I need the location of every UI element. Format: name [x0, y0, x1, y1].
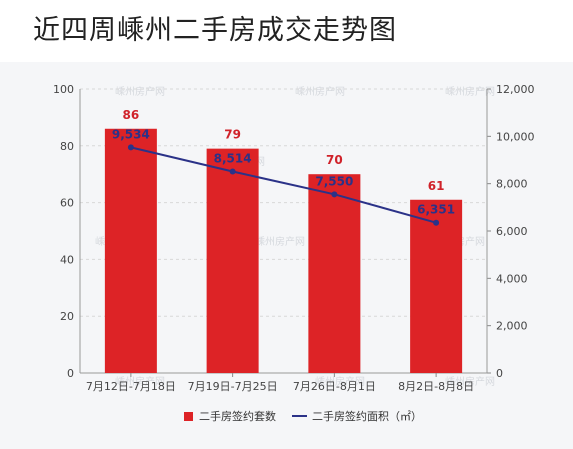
- y-left-tick-label: 60: [60, 197, 74, 210]
- legend-line-label: 二手房签约面积（㎡）: [312, 409, 422, 423]
- bar-value-label: 79: [224, 128, 241, 142]
- y-right-tick-label: 10,000: [496, 130, 535, 143]
- watermark-text: 嵊州房产网: [115, 85, 165, 98]
- chart-title: 近四周嵊州二手房成交走势图: [33, 15, 397, 46]
- line-value-label: 8,514: [214, 152, 252, 166]
- y-left-tick-label: 40: [60, 253, 74, 266]
- y-right-tick-label: 12,000: [496, 83, 535, 96]
- line-point: [331, 191, 338, 198]
- x-tick-label: 7月19日-7月25日: [188, 380, 278, 393]
- y-right-tick-label: 6,000: [496, 225, 528, 238]
- y-left-tick-label: 80: [60, 140, 74, 153]
- x-tick-label: 7月26日-8月1日: [293, 380, 376, 393]
- y-right-tick-label: 2,000: [496, 320, 528, 333]
- bar: [308, 174, 361, 373]
- watermark-text: 嵊州房产网: [115, 375, 165, 388]
- y-left-tick-label: 0: [67, 367, 74, 380]
- line-point: [127, 144, 134, 151]
- bar-value-label: 61: [428, 179, 445, 193]
- line-value-label: 7,550: [315, 174, 353, 188]
- line-value-label: 6,351: [417, 203, 455, 217]
- watermark-text: 嵊州房产网: [315, 375, 365, 388]
- y-right-tick-label: 0: [496, 367, 503, 380]
- line-series: [130, 146, 437, 224]
- y-left-tick-label: 100: [53, 83, 74, 96]
- watermark-text: 嵊州房产网: [445, 85, 495, 98]
- y-left-tick-label: 20: [60, 310, 74, 323]
- bar: [104, 128, 157, 373]
- bar: [206, 148, 259, 373]
- line-value-label: 9,534: [112, 127, 150, 141]
- watermark-text: 嵊州房产网: [445, 375, 495, 388]
- watermark-text: 嵊州房产网: [295, 85, 345, 98]
- bar-value-label: 70: [326, 153, 343, 167]
- watermark-text: 嵊州房产网: [255, 235, 305, 248]
- bar-value-label: 86: [123, 108, 140, 122]
- legend-bar-swatch: [184, 412, 193, 421]
- chart-panel: [0, 62, 573, 449]
- legend-bar-label: 二手房签约套数: [199, 409, 276, 423]
- line-point: [433, 219, 440, 226]
- x-tick-label: 7月12日-7月18日: [86, 380, 176, 393]
- x-tick-label: 8月2日-8月8日: [398, 380, 474, 393]
- line-point: [229, 168, 236, 175]
- y-right-tick-label: 4,000: [496, 272, 528, 285]
- y-right-tick-label: 8,000: [496, 178, 528, 191]
- bar: [410, 199, 463, 373]
